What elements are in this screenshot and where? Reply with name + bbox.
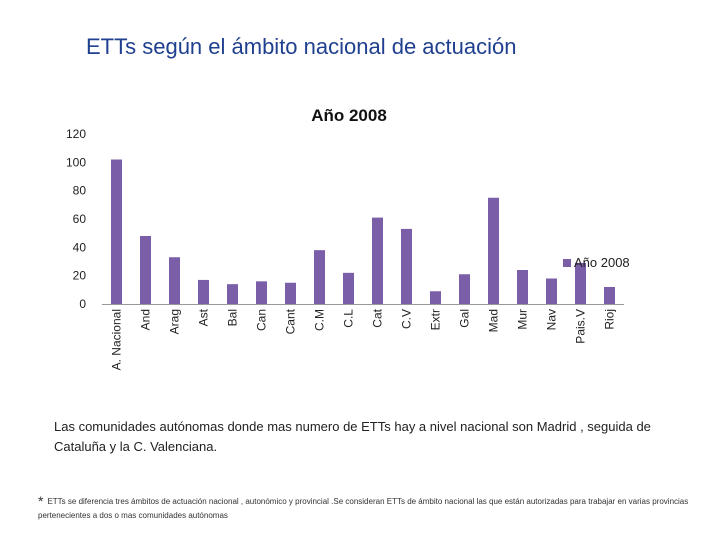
bar-Mur	[517, 270, 528, 304]
y-tick-label: 120	[66, 127, 86, 141]
y-tick-label: 0	[79, 297, 86, 311]
category-label: Arag	[168, 309, 182, 334]
legend-label: Año 2008	[574, 255, 630, 270]
bar-Arag	[169, 257, 180, 304]
bar-Cat	[372, 217, 383, 304]
bars	[111, 159, 615, 304]
footnote: * ETTs se diferencia tres ámbitos de actu…	[38, 494, 698, 523]
bar-Can	[256, 281, 267, 304]
category-label: C.V	[400, 309, 414, 329]
category-label: Ast	[197, 308, 211, 326]
y-tick-label: 60	[73, 212, 87, 226]
category-label: Mur	[516, 309, 530, 330]
bar-And	[140, 236, 151, 304]
category-label: Cant	[284, 308, 298, 334]
category-label: Pais.V	[574, 309, 588, 344]
category-label: A. Nacional	[110, 309, 124, 370]
category-labels: A. Nacional And Arag Ast Bal Can Cant C.M C.L Cat…	[110, 308, 617, 370]
category-label: Cat	[371, 308, 385, 327]
slide-title: ETTs según el ámbito nacional de actuaci…	[86, 34, 517, 59]
category-label: Extr	[429, 309, 443, 330]
bar-Bal	[227, 284, 238, 304]
bar-Cant	[285, 282, 296, 304]
bar-C.V	[401, 228, 412, 304]
bar-Mad	[488, 197, 499, 304]
category-label: Gal	[458, 309, 472, 328]
bar-C.M	[314, 250, 325, 304]
y-tick-label: 80	[73, 184, 87, 198]
category-label: C.M	[313, 309, 327, 331]
bar-Rioj	[604, 287, 615, 304]
y-axis-ticks: 0 20 40 60 80 100 120	[66, 127, 86, 311]
y-tick-label: 100	[66, 155, 86, 169]
category-label: And	[139, 309, 153, 330]
chart-caption: Las comunidades autónomas donde mas nume…	[54, 419, 651, 454]
bar-Extr	[430, 291, 441, 304]
bar-Ast	[198, 279, 209, 304]
bar-Nav	[546, 278, 557, 304]
bar-Pais.V	[575, 262, 586, 304]
chart-title: Año 2008	[311, 106, 387, 125]
category-label: Bal	[226, 309, 240, 326]
category-label: Nav	[545, 309, 559, 330]
y-tick-label: 20	[73, 269, 87, 283]
y-tick-label: 40	[73, 240, 87, 254]
category-label: Rioj	[603, 309, 617, 330]
bar-C.L	[343, 272, 354, 304]
category-label: Mad	[487, 309, 501, 332]
bar-A. Nacional	[111, 159, 122, 304]
footnote-marker: *	[38, 493, 44, 509]
category-label: C.L	[342, 309, 356, 328]
legend: Año 2008	[563, 255, 630, 270]
legend-swatch	[563, 258, 571, 267]
footnote-text: ETTs se diferencia tres ámbitos de actua…	[38, 497, 689, 520]
category-label: Can	[255, 309, 269, 331]
bar-Gal	[459, 274, 470, 304]
